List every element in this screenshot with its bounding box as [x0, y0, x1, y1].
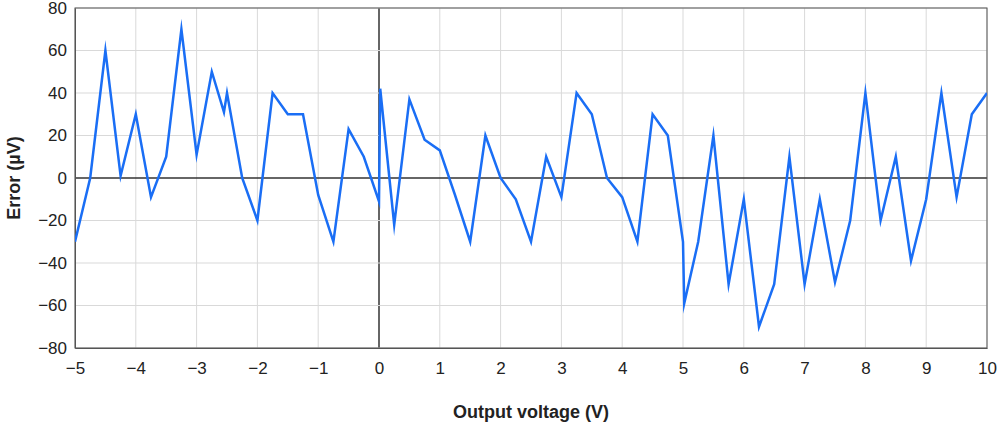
grid — [75, 8, 987, 348]
x-tick-label: −5 — [66, 359, 85, 378]
grid-line — [75, 263, 987, 264]
x-tick-label: 10 — [978, 359, 997, 378]
x-tick: −1 — [309, 348, 328, 378]
x-tick-label: 7 — [800, 359, 809, 378]
x-tick-label: 9 — [922, 359, 931, 378]
x-tick: 2 — [496, 348, 505, 378]
plot-frame — [75, 8, 987, 348]
y-axis-title: Error (µV) — [4, 136, 24, 219]
x-tick: −3 — [187, 348, 206, 378]
x-tick: 10 — [978, 348, 997, 378]
grid-line — [75, 93, 987, 94]
y-tick: −80 — [38, 339, 75, 358]
x-axis-title: Output voltage (V) — [453, 402, 609, 422]
x-tick: −2 — [248, 348, 267, 378]
y-tick: −60 — [38, 296, 75, 315]
zero-line — [75, 177, 987, 179]
y-tick: 80 — [48, 0, 75, 18]
y-tick: 60 — [48, 41, 75, 60]
x-tick: 9 — [922, 348, 931, 378]
x-axis: −5 −4 −3 −2 −1 0 1 2 3 4 5 6 7 8 9 10 — [66, 348, 997, 378]
x-tick: −4 — [127, 348, 146, 378]
x-tick-label: 8 — [861, 359, 870, 378]
data-layer — [75, 29, 987, 327]
y-tick: −40 — [38, 254, 75, 273]
x-tick-label: 5 — [679, 359, 688, 378]
y-tick: 20 — [48, 126, 75, 145]
x-tick: 8 — [861, 348, 870, 378]
y-tick-label: 20 — [48, 126, 67, 145]
x-tick-label: −4 — [127, 359, 146, 378]
y-tick-label: −40 — [38, 254, 67, 273]
plot-area: −5 −4 −3 −2 −1 0 1 2 3 4 5 6 7 8 9 10 −80 −60 −40 −20 0 20 40 6… — [38, 0, 997, 378]
x-axis-line — [76, 348, 988, 349]
chart: −5 −4 −3 −2 −1 0 1 2 3 4 5 6 7 8 9 10 −80 −60 −40 −20 0 20 40 6… — [0, 0, 1000, 426]
x-tick-label: 6 — [740, 359, 749, 378]
x-tick-label: 2 — [496, 359, 505, 378]
x-tick-label: 0 — [375, 359, 384, 378]
x-tick: 6 — [740, 348, 749, 378]
y-tick-label: −80 — [38, 339, 67, 358]
grid-line — [75, 50, 987, 51]
y-axis: −80 −60 −40 −20 0 20 40 60 80 — [38, 0, 75, 358]
y-tick-label: −20 — [38, 211, 67, 230]
y-tick-label: 0 — [58, 169, 67, 188]
x-tick-label: −2 — [248, 359, 267, 378]
y-tick: 0 — [58, 169, 75, 188]
y-axis-line — [75, 9, 76, 349]
x-tick-label: −3 — [187, 359, 206, 378]
y-tick-label: 80 — [48, 0, 67, 18]
x-tick-label: 4 — [618, 359, 627, 378]
x-tick-label: 1 — [436, 359, 445, 378]
x-tick-label: −1 — [309, 359, 328, 378]
x-tick: 5 — [679, 348, 688, 378]
x-tick: 4 — [618, 348, 627, 378]
y-tick-label: −60 — [38, 296, 67, 315]
y-tick: 40 — [48, 84, 75, 103]
grid-line — [75, 135, 987, 136]
grid-line — [75, 305, 987, 306]
y-tick-label: 40 — [48, 84, 67, 103]
x-tick: 1 — [436, 348, 445, 378]
x-tick: 0 — [375, 348, 384, 378]
x-tick: 3 — [557, 348, 566, 378]
x-tick: 7 — [800, 348, 809, 378]
y-tick: −20 — [38, 211, 75, 230]
x-tick: −5 — [66, 348, 85, 378]
x-tick-label: 3 — [557, 359, 566, 378]
series-line — [75, 29, 987, 327]
y-tick-label: 60 — [48, 41, 67, 60]
